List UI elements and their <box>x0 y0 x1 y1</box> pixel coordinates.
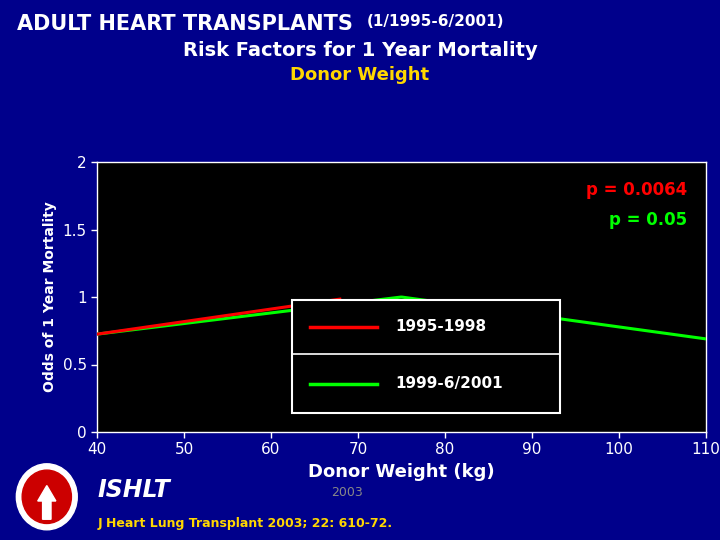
Circle shape <box>17 464 77 530</box>
X-axis label: Donor Weight (kg): Donor Weight (kg) <box>308 463 495 481</box>
Text: p = 0.05: p = 0.05 <box>609 211 688 228</box>
FancyArrow shape <box>37 485 56 519</box>
Text: Risk Factors for 1 Year Mortality: Risk Factors for 1 Year Mortality <box>183 40 537 59</box>
Text: 1995-1998: 1995-1998 <box>395 320 487 334</box>
Text: ISHLT: ISHLT <box>97 478 170 502</box>
Text: 1999-6/2001: 1999-6/2001 <box>395 376 503 391</box>
FancyBboxPatch shape <box>292 300 559 413</box>
Text: J Heart Lung Transplant 2003; 22: 610-72.: J Heart Lung Transplant 2003; 22: 610-72… <box>97 517 392 530</box>
Text: 2003: 2003 <box>331 486 363 499</box>
Y-axis label: Odds of 1 Year Mortality: Odds of 1 Year Mortality <box>43 201 57 393</box>
Text: p = 0.0064: p = 0.0064 <box>586 181 688 199</box>
Circle shape <box>22 470 71 523</box>
Text: (1/1995-6/2001): (1/1995-6/2001) <box>367 14 505 29</box>
Text: Donor Weight: Donor Weight <box>290 66 430 84</box>
Text: ADULT HEART TRANSPLANTS: ADULT HEART TRANSPLANTS <box>17 14 360 33</box>
